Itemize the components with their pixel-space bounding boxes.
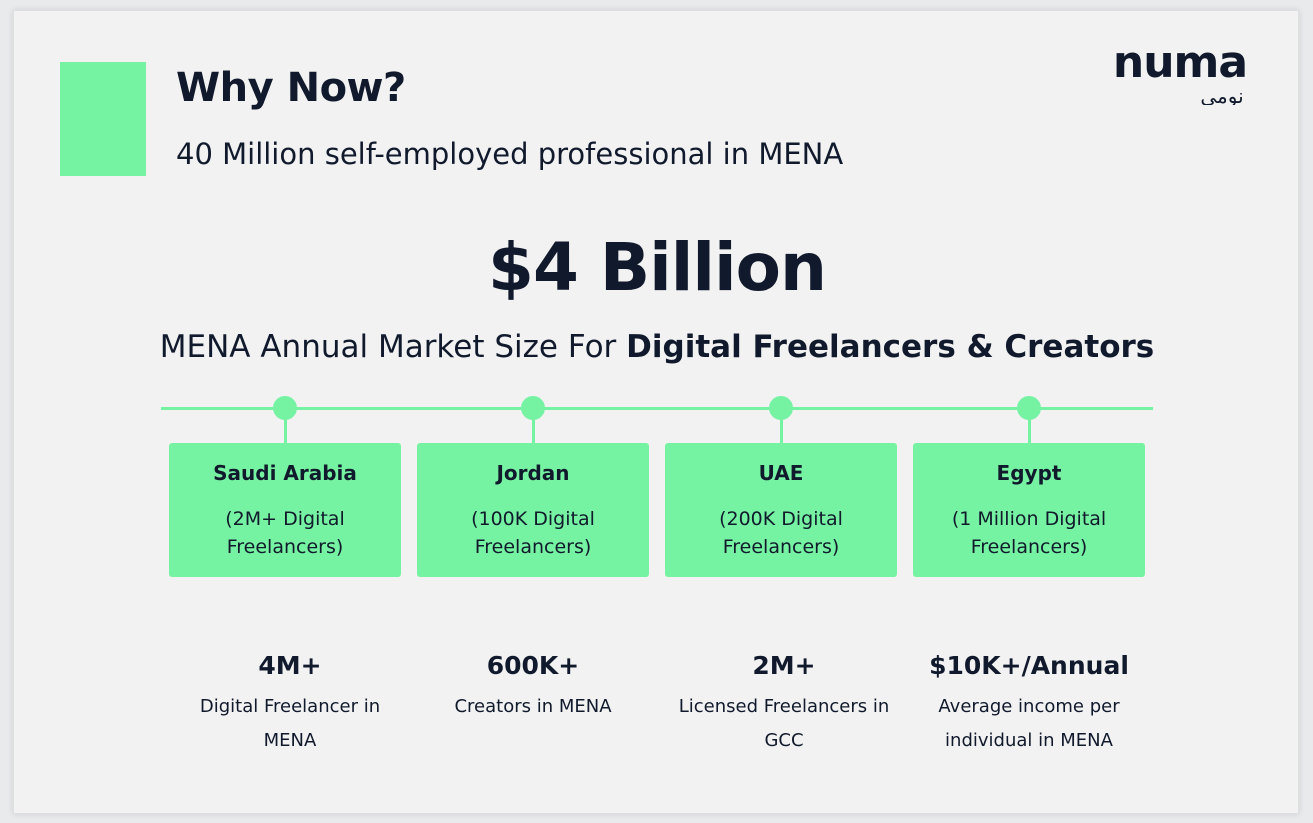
stat-licensed-freelancers: 2M+ Licensed Freelancers in GCC [668, 651, 900, 758]
caption-plain: MENA Annual Market Size For [159, 329, 627, 365]
stat-value: 600K+ [486, 651, 580, 680]
country-name: UAE [758, 461, 804, 485]
stat-value: 2M+ [752, 651, 816, 680]
logo-latin-text: numa [1113, 39, 1247, 88]
country-name: Egypt [996, 461, 1062, 485]
timeline-dot [769, 396, 793, 420]
timeline-stem [284, 418, 287, 444]
stat-creators: 600K+ Creators in MENA [417, 651, 649, 724]
country-name: Jordan [496, 461, 570, 485]
stat-value: 4M+ [258, 651, 322, 680]
page-subtitle: 40 Million self-employed professional in… [176, 137, 844, 171]
accent-block [60, 62, 146, 176]
timeline-stem [780, 418, 783, 444]
caption-bold: Digital Freelancers & Creators [626, 329, 1155, 365]
stat-label: Creators in MENA [454, 696, 612, 717]
country-card-jordan: Jordan (100K Digital Freelancers) [417, 443, 649, 577]
country-card-saudi-arabia: Saudi Arabia (2M+ Digital Freelancers) [169, 443, 401, 577]
stat-label: Digital Freelancer in MENA [199, 696, 381, 751]
country-name: Saudi Arabia [213, 461, 357, 485]
country-detail: (1 Million Digital Freelancers) [951, 508, 1107, 558]
timeline-stem [1028, 418, 1031, 444]
stat-value: $10K+/Annual [929, 651, 1129, 680]
stat-label: Licensed Freelancers in GCC [678, 696, 890, 751]
country-detail: (200K Digital Freelancers) [719, 508, 843, 558]
logo-arabic-text: نومى [1200, 84, 1243, 105]
timeline-line [161, 407, 1153, 410]
market-size-caption: MENA Annual Market Size For Digital Free… [14, 329, 1300, 365]
timeline-stem [532, 418, 535, 444]
stat-average-income: $10K+/Annual Average income per individu… [913, 651, 1145, 758]
market-size-value: $4 Billion [488, 229, 827, 306]
country-card-egypt: Egypt (1 Million Digital Freelancers) [913, 443, 1145, 577]
country-detail: (2M+ Digital Freelancers) [225, 508, 345, 558]
timeline-dot [1017, 396, 1041, 420]
timeline-dot [521, 396, 545, 420]
stat-digital-freelancers: 4M+ Digital Freelancer in MENA [174, 651, 406, 758]
slide: Why Now? 40 Million self-employed profes… [13, 10, 1299, 814]
country-card-uae: UAE (200K Digital Freelancers) [665, 443, 897, 577]
page-title: Why Now? [176, 65, 406, 111]
timeline-dot [273, 396, 297, 420]
numa-logo: numa نومى [1113, 39, 1248, 105]
stat-label: Average income per individual in MENA [938, 696, 1120, 751]
country-detail: (100K Digital Freelancers) [471, 508, 595, 558]
